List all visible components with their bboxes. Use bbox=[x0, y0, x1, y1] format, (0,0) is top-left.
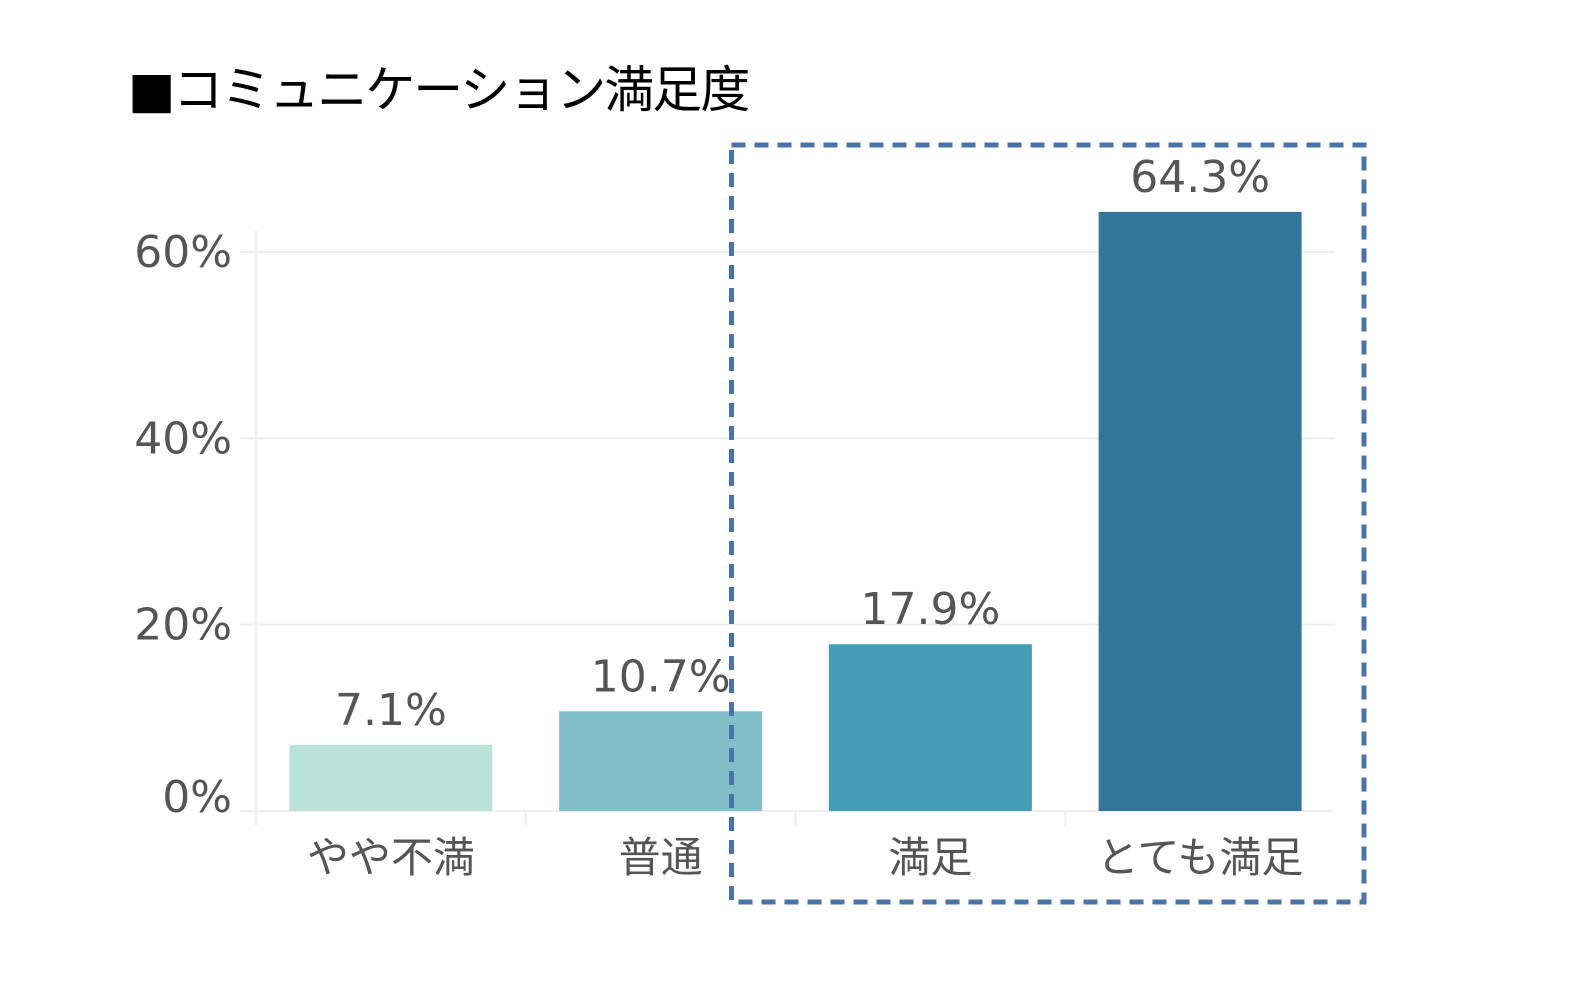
chart-title: ■コミュニケーション満足度 bbox=[128, 61, 750, 119]
bar-4 bbox=[1098, 211, 1302, 811]
highlight-dashed-box bbox=[729, 142, 1367, 905]
data-label: 7.1% bbox=[335, 685, 447, 736]
x-tick-label: 普通 bbox=[619, 833, 703, 882]
y-tick-label: 60% bbox=[134, 227, 232, 278]
y-tick-label: 0% bbox=[162, 772, 232, 823]
bar-1 bbox=[289, 744, 493, 811]
axes bbox=[240, 230, 1067, 826]
data-label: 64.3% bbox=[1130, 152, 1270, 203]
y-tick-label: 40% bbox=[134, 413, 232, 464]
data-label: 17.9% bbox=[860, 584, 1000, 635]
bar-3 bbox=[828, 644, 1032, 811]
data-label: 10.7% bbox=[591, 651, 731, 702]
x-tick-label: とても満足 bbox=[1097, 833, 1304, 882]
bars bbox=[289, 211, 1302, 811]
data-labels: 7.1% 10.7% 17.9% 64.3% bbox=[335, 152, 1270, 736]
x-tick-label: やや不満 bbox=[307, 833, 475, 882]
x-tick-label: 満足 bbox=[888, 833, 972, 882]
bar-2 bbox=[559, 711, 763, 811]
tick-labels: 0% 20% 40% 60% やや不満 普通 満足 とても満足 bbox=[134, 227, 1303, 882]
highlight-box bbox=[729, 142, 1367, 905]
y-tick-label: 20% bbox=[134, 600, 232, 651]
